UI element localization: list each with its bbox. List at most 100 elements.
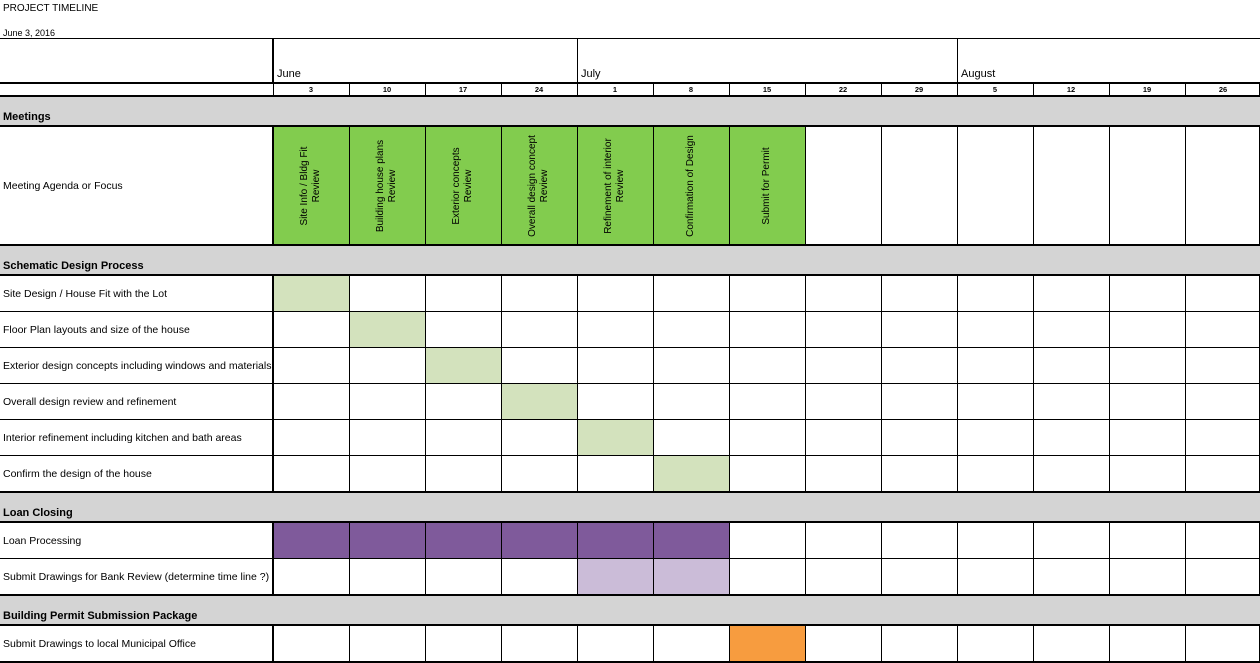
grid-divider bbox=[1185, 559, 1186, 594]
grid-divider bbox=[805, 312, 806, 347]
section-header: Schematic Design Process bbox=[0, 246, 1260, 274]
timeline-bar bbox=[577, 420, 653, 455]
week-divider bbox=[577, 84, 578, 95]
row-rule bbox=[0, 383, 1260, 384]
grid-divider bbox=[577, 276, 578, 311]
task-label: Submit Drawings to local Municipal Offic… bbox=[3, 637, 196, 650]
week-label: 8 bbox=[688, 85, 694, 94]
grid-divider bbox=[425, 312, 426, 347]
timeline-bar bbox=[577, 559, 653, 594]
grid-divider bbox=[1185, 626, 1186, 661]
grid-divider bbox=[425, 276, 426, 311]
grid-divider bbox=[425, 559, 426, 594]
section-rule bbox=[0, 125, 1260, 127]
timeline-bar bbox=[653, 523, 729, 558]
timeline-bar bbox=[501, 384, 577, 419]
week-label: 24 bbox=[534, 85, 544, 94]
grid-divider bbox=[272, 523, 274, 558]
grid-divider bbox=[272, 626, 274, 661]
grid-divider bbox=[1185, 348, 1186, 383]
meeting-topic: Refinement of interior Review bbox=[603, 137, 626, 234]
grid-divider bbox=[729, 456, 730, 491]
grid-divider bbox=[1185, 456, 1186, 491]
grid-divider bbox=[425, 456, 426, 491]
task-label: Overall design review and refinement bbox=[3, 395, 177, 408]
meeting-topic: Building house plans Review bbox=[375, 139, 398, 232]
grid-divider bbox=[1185, 127, 1186, 244]
grid-divider bbox=[425, 523, 426, 558]
grid-divider bbox=[881, 348, 882, 383]
grid-divider bbox=[349, 348, 350, 383]
meeting-cell: Confirmation of Design bbox=[653, 127, 729, 244]
grid-divider bbox=[1109, 559, 1110, 594]
month-divider bbox=[957, 38, 958, 82]
grid-divider bbox=[653, 127, 654, 244]
grid-divider bbox=[653, 276, 654, 311]
section-rule bbox=[0, 624, 1260, 626]
week-divider bbox=[425, 84, 426, 95]
grid-divider bbox=[1109, 456, 1110, 491]
week-label: 26 bbox=[1218, 85, 1228, 94]
grid-divider bbox=[957, 276, 958, 311]
grid-divider bbox=[1185, 312, 1186, 347]
grid-divider bbox=[577, 523, 578, 558]
grid-divider bbox=[957, 127, 958, 244]
header-top-rule bbox=[0, 38, 1260, 39]
grid-divider bbox=[957, 384, 958, 419]
grid-divider bbox=[881, 276, 882, 311]
timeline-bar bbox=[273, 276, 349, 311]
grid-divider bbox=[1109, 420, 1110, 455]
grid-divider bbox=[881, 456, 882, 491]
grid-divider bbox=[1185, 384, 1186, 419]
week-divider bbox=[729, 84, 730, 95]
section-header: Meetings bbox=[0, 97, 1260, 125]
grid-divider bbox=[729, 559, 730, 594]
week-divider bbox=[1109, 84, 1110, 95]
grid-divider bbox=[577, 312, 578, 347]
week-label: 19 bbox=[1142, 85, 1152, 94]
grid-divider bbox=[425, 127, 426, 244]
timeline-bar bbox=[425, 523, 501, 558]
grid-divider bbox=[349, 127, 350, 244]
grid-divider bbox=[349, 626, 350, 661]
grid-divider bbox=[1109, 384, 1110, 419]
grid-divider bbox=[805, 348, 806, 383]
grid-divider bbox=[957, 348, 958, 383]
grid-divider bbox=[349, 384, 350, 419]
grid-divider bbox=[577, 384, 578, 419]
grid-divider bbox=[1033, 626, 1034, 661]
grid-divider bbox=[577, 559, 578, 594]
grid-divider bbox=[805, 276, 806, 311]
grid-divider bbox=[805, 626, 806, 661]
timeline-grid: June July August 3 10 17 24 1 8 15 22 29 5 12 19 26 Meet… bbox=[0, 38, 1260, 663]
task-label: Loan Processing bbox=[3, 534, 82, 547]
week-divider bbox=[653, 84, 654, 95]
week-divider bbox=[881, 84, 882, 95]
grid-divider bbox=[1185, 420, 1186, 455]
grid-divider bbox=[349, 420, 350, 455]
meeting-cell: Site Info / Bldg Fit Review bbox=[273, 127, 349, 244]
grid-divider bbox=[729, 348, 730, 383]
grid-divider bbox=[957, 420, 958, 455]
grid-divider bbox=[653, 626, 654, 661]
grid-divider bbox=[1109, 348, 1110, 383]
grid-divider bbox=[501, 127, 502, 244]
grid-divider bbox=[577, 420, 578, 455]
grid-divider bbox=[653, 523, 654, 558]
grid-divider bbox=[653, 384, 654, 419]
timeline-bar bbox=[425, 348, 501, 383]
grid-divider bbox=[1109, 276, 1110, 311]
section-header: Loan Closing bbox=[0, 493, 1260, 521]
grid-divider bbox=[1033, 384, 1034, 419]
grid-divider bbox=[1033, 456, 1034, 491]
grid-divider bbox=[957, 456, 958, 491]
grid-divider bbox=[577, 348, 578, 383]
timeline-bar bbox=[577, 523, 653, 558]
section-header: Building Permit Submission Package bbox=[0, 596, 1260, 624]
grid-divider bbox=[805, 559, 806, 594]
grid-divider bbox=[501, 456, 502, 491]
week-label: 15 bbox=[762, 85, 772, 94]
grid-divider bbox=[881, 626, 882, 661]
task-label: Interior refinement including kitchen an… bbox=[3, 431, 242, 444]
row-rule bbox=[0, 558, 1260, 559]
